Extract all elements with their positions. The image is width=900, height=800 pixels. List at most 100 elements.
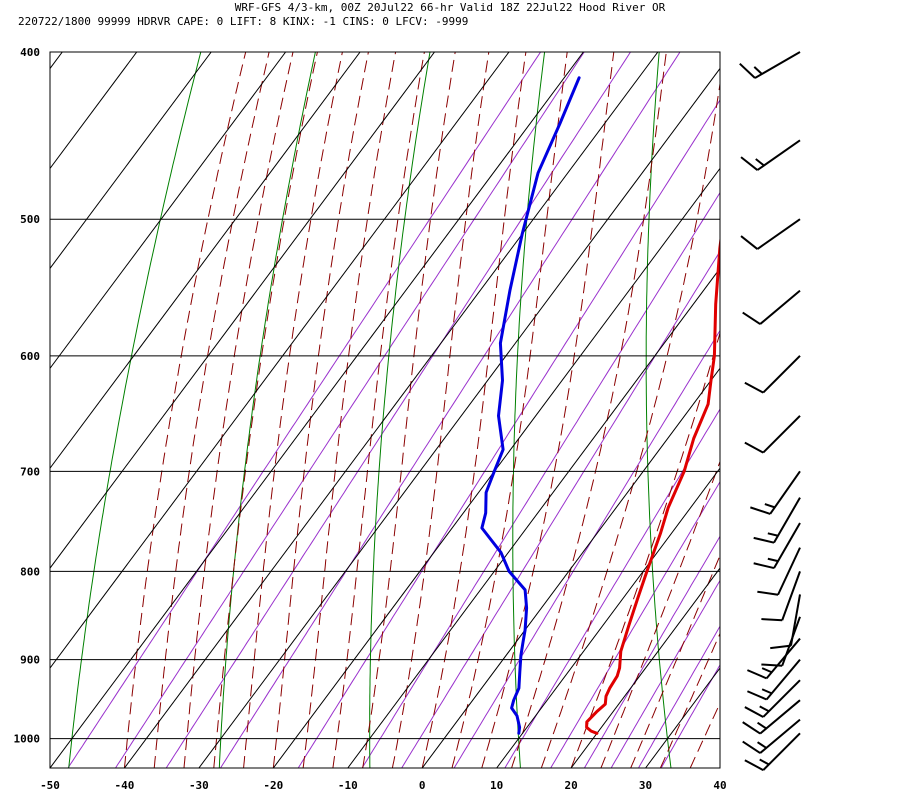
wind-barb: [744, 679, 801, 718]
mixing-ratio-line: [67, 52, 542, 768]
wind-barb: [761, 571, 801, 622]
isotherm-line: [794, 52, 900, 768]
wind-barb: [744, 355, 801, 394]
moist-adiabat-line: [719, 766, 720, 768]
moist-adiabat-line: [123, 52, 247, 768]
temperature-profile: [585, 234, 720, 735]
y-tick-label: 500: [20, 213, 40, 226]
mixing-ratio-line: [583, 535, 720, 768]
mixing-ratio-line: [637, 625, 720, 768]
isotherm-line: [50, 52, 510, 669]
x-tick-label: -30: [189, 779, 209, 792]
wind-barb: [742, 718, 801, 754]
isotherm-line: [50, 52, 435, 569]
y-tick-label: 900: [20, 654, 40, 667]
moist-adiabat-line: [451, 52, 568, 768]
x-tick-label: 40: [713, 779, 726, 792]
isotherm-line: [272, 167, 720, 768]
mixing-ratio-line: [219, 52, 681, 768]
isotherm-line: [50, 52, 584, 768]
dry-adiabat-line: [888, 43, 900, 776]
wind-barb: [753, 497, 801, 544]
wind-barb: [744, 415, 801, 454]
moist-adiabat-line: [362, 52, 456, 768]
wind-barbs: [739, 51, 801, 771]
wind-barb: [747, 637, 801, 680]
mixing-ratio-line: [453, 329, 720, 768]
moist-adiabat-line: [391, 52, 490, 768]
moist-adiabat-line: [302, 52, 397, 768]
moist-adiabat-line: [689, 702, 720, 768]
header-line1: WRF-GFS 4/3-km, 00Z 20Jul22 66-hr Valid …: [235, 1, 666, 14]
x-tick-label: -10: [338, 779, 358, 792]
isotherm-line: [124, 52, 659, 768]
wind-barb: [742, 289, 801, 325]
wind-barb: [739, 51, 801, 79]
isotherm-line: [50, 52, 361, 470]
isotherm-line: [719, 767, 720, 768]
moist-adiabat-line: [600, 460, 720, 768]
x-tick-label: 0: [419, 779, 426, 792]
moist-adiabat-line: [481, 52, 615, 768]
axis-tick-labels: -50 -40 -30 -20 -10 0 10 20 30 40 400 500 600 700 800 9…: [14, 46, 727, 792]
x-tick-label: 10: [490, 779, 503, 792]
wind-barb: [742, 699, 801, 735]
dewpoint-profile: [480, 76, 581, 735]
dry-adiabat-line: [369, 52, 431, 768]
isotherm-line: [347, 267, 720, 768]
x-tick-label: -40: [115, 779, 135, 792]
isotherm-line: [198, 67, 720, 768]
mixing-ratio-line: [361, 191, 720, 768]
isotherm-line: [570, 567, 720, 768]
mixing-ratio-line: [297, 99, 720, 768]
mixing-ratio-line: [504, 408, 720, 768]
dry-adiabat-line: [68, 52, 202, 768]
isotherm-line: [496, 467, 720, 768]
moist-adiabat-line: [332, 52, 425, 768]
isotherm-line: [421, 367, 720, 768]
wind-barb: [747, 659, 801, 701]
mixing-ratio-line: [401, 250, 720, 768]
y-tick-label: 700: [20, 465, 40, 478]
moist-adiabat-line: [213, 52, 318, 768]
wind-barb: [740, 139, 801, 171]
isotherm-line: [50, 52, 287, 370]
isotherm-line: [50, 52, 212, 270]
moist-adiabat-line: [183, 52, 294, 768]
y-tick-label: 600: [20, 350, 40, 363]
wind-barb: [757, 547, 801, 596]
isotherm-isobar-grid: [50, 52, 900, 768]
sounding-profiles: [480, 76, 720, 735]
moist-adiabat-line: [421, 52, 527, 768]
mixing-ratio-line: [610, 579, 720, 768]
moist-adiabat-line: [153, 52, 270, 768]
mixing-ratio-line: [165, 52, 632, 768]
background-adiabats: [67, 43, 900, 776]
moist-adiabat-line: [272, 52, 369, 768]
mixing-ratio-line: [114, 52, 585, 768]
wind-barb: [750, 470, 801, 515]
moist-adiabat-line: [511, 52, 667, 768]
x-tick-label: 30: [639, 779, 652, 792]
dry-adiabat-line: [218, 52, 316, 768]
dry-adiabat-line: [645, 52, 672, 768]
moist-adiabat-line: [243, 52, 343, 768]
y-tick-label: 800: [20, 565, 40, 578]
x-tick-label: -20: [263, 779, 283, 792]
header-line2: 220722/1800 99999 HDRVR CAPE: 0 LIFT: 8 …: [18, 15, 468, 28]
wind-barb: [744, 732, 801, 771]
x-tick-label: -50: [40, 779, 60, 792]
mixing-ratio-line: [550, 480, 720, 768]
y-tick-label: 400: [20, 46, 40, 59]
wind-barb: [770, 594, 801, 650]
moist-adiabat-line: [540, 80, 720, 768]
x-tick-label: 20: [564, 779, 577, 792]
wind-barb: [740, 218, 801, 250]
moist-adiabat-line: [570, 331, 720, 768]
wind-barb: [753, 522, 801, 570]
plot-frame: [49, 51, 721, 769]
y-tick-label: 1000: [14, 733, 41, 746]
isotherm-line: [869, 52, 900, 768]
mixing-ratio-line: [660, 664, 720, 768]
